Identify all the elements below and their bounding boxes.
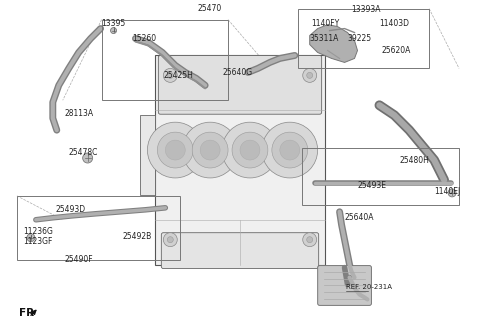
Circle shape — [240, 140, 260, 160]
Circle shape — [307, 72, 312, 78]
FancyBboxPatch shape — [158, 55, 322, 114]
Circle shape — [147, 122, 203, 178]
Bar — [298, 9, 429, 69]
Circle shape — [163, 233, 177, 247]
Text: 1140FY: 1140FY — [312, 19, 340, 28]
Text: 25490F: 25490F — [64, 255, 93, 264]
Circle shape — [27, 234, 35, 242]
Text: 35311A: 35311A — [309, 34, 338, 43]
FancyBboxPatch shape — [318, 266, 372, 305]
Circle shape — [110, 28, 117, 33]
Circle shape — [232, 132, 268, 168]
Circle shape — [222, 122, 278, 178]
Circle shape — [272, 132, 308, 168]
Bar — [102, 20, 228, 100]
Circle shape — [262, 122, 318, 178]
Text: 25493D: 25493D — [56, 205, 86, 214]
Text: 25640A: 25640A — [345, 213, 374, 222]
Circle shape — [182, 122, 238, 178]
Circle shape — [168, 72, 173, 78]
Circle shape — [303, 233, 317, 247]
Circle shape — [165, 140, 185, 160]
Circle shape — [307, 237, 312, 243]
Text: 13393A: 13393A — [351, 5, 380, 14]
Text: 28113A: 28113A — [64, 109, 93, 118]
Text: 25640G: 25640G — [223, 68, 253, 77]
Circle shape — [168, 237, 173, 243]
Bar — [156, 55, 324, 265]
Text: 39225: 39225 — [348, 34, 372, 43]
Text: 25493E: 25493E — [358, 181, 387, 191]
Circle shape — [303, 69, 317, 82]
Text: 25470: 25470 — [197, 4, 221, 13]
Text: 25492B: 25492B — [123, 232, 152, 241]
Circle shape — [157, 132, 193, 168]
Circle shape — [200, 140, 220, 160]
Text: 15260: 15260 — [132, 34, 156, 43]
Text: 13395: 13395 — [101, 19, 126, 28]
Circle shape — [448, 189, 456, 197]
Text: 1123GF: 1123GF — [23, 237, 52, 246]
FancyBboxPatch shape — [161, 233, 319, 269]
Bar — [141, 115, 156, 195]
Circle shape — [192, 132, 228, 168]
Circle shape — [280, 140, 300, 160]
Circle shape — [163, 69, 177, 82]
Text: 1140EJ: 1140EJ — [434, 187, 460, 196]
Text: 11236G: 11236G — [23, 227, 53, 236]
Text: 25480H: 25480H — [399, 155, 429, 165]
Text: FR: FR — [19, 308, 34, 318]
Circle shape — [83, 153, 93, 163]
Text: 11403D: 11403D — [379, 19, 409, 28]
Text: REF. 20-231A: REF. 20-231A — [346, 284, 392, 291]
Polygon shape — [310, 25, 358, 62]
Bar — [302, 148, 459, 205]
Text: 25620A: 25620A — [382, 46, 411, 55]
Bar — [17, 196, 180, 259]
Text: 25425H: 25425H — [163, 71, 193, 80]
Text: 25478C: 25478C — [69, 148, 98, 156]
